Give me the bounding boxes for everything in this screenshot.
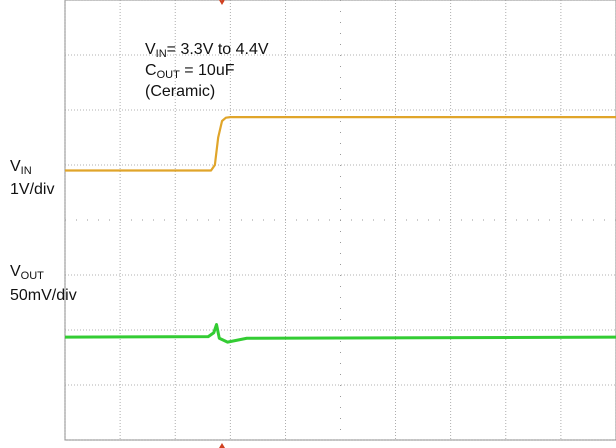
channel-label: VIN — [10, 158, 32, 177]
annotation-subscript: IN — [156, 48, 167, 60]
channel-name: V — [10, 158, 21, 175]
channel-scale: 50mV/div — [10, 287, 77, 304]
trace — [65, 116, 616, 172]
channel-subscript: IN — [21, 165, 32, 177]
annotation-text: = 10uF — [180, 62, 235, 79]
channel-label: VOUT — [10, 263, 44, 282]
channel-subscript: OUT — [21, 270, 45, 282]
annotation: COUT = 10uF — [145, 62, 235, 81]
channel-scale: 1V/div — [10, 181, 54, 198]
trigger-marker — [219, 0, 225, 5]
annotation-text: C — [145, 62, 157, 79]
channel-name: V — [10, 263, 21, 280]
annotation-text: (Ceramic) — [145, 83, 215, 100]
annotation-subscript: OUT — [157, 69, 181, 81]
annotation-text: V — [145, 41, 156, 58]
annotation-text: = 3.3V to 4.4V — [167, 41, 269, 58]
annotation: VIN= 3.3V to 4.4V — [145, 41, 269, 60]
annotation: (Ceramic) — [145, 83, 215, 100]
trace — [64, 323, 616, 344]
trigger-marker — [219, 443, 225, 448]
